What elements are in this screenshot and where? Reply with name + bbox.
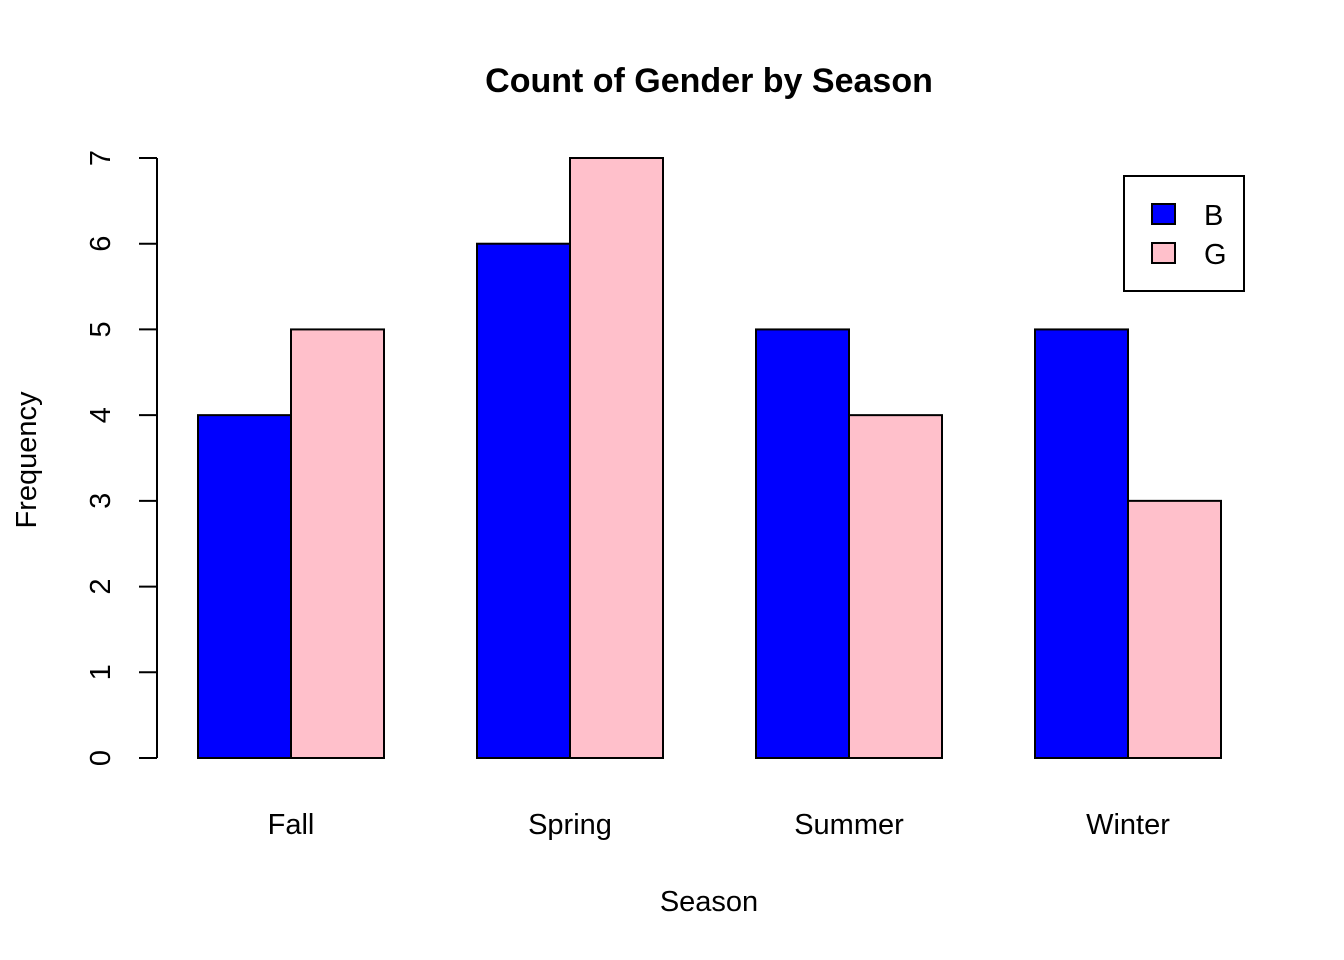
legend-swatch-b xyxy=(1151,203,1176,225)
legend-label-g: G xyxy=(1204,239,1227,271)
legend-box xyxy=(1123,175,1245,292)
y-axis-label: Frequency xyxy=(11,391,43,529)
x-axis-tick-labels: Fall Spring Summer Winter xyxy=(268,809,1171,841)
legend-swatch-g xyxy=(1151,242,1176,264)
x-tick-label: Spring xyxy=(528,809,612,841)
legend-label-b: B xyxy=(1204,200,1223,232)
bar-spring-b xyxy=(476,242,571,759)
legend: BG xyxy=(1123,175,1245,292)
bar-spring-g xyxy=(569,157,664,759)
bar-fall-b xyxy=(197,414,292,759)
x-axis-label: Season xyxy=(660,886,758,918)
bar-summer-b xyxy=(755,328,850,759)
bars-group xyxy=(197,157,1222,759)
y-tick-label: 6 xyxy=(85,236,117,252)
bar-summer-g xyxy=(848,414,943,759)
y-tick-label: 5 xyxy=(85,321,117,337)
y-tick-label: 7 xyxy=(85,150,117,166)
bar-fall-g xyxy=(290,328,385,759)
y-tick-label: 1 xyxy=(85,664,117,680)
x-tick-label: Fall xyxy=(268,809,315,841)
x-tick-label: Winter xyxy=(1086,809,1170,841)
y-tick-label: 4 xyxy=(85,407,117,423)
x-tick-label: Summer xyxy=(794,809,904,841)
chart-title: Count of Gender by Season xyxy=(485,62,933,100)
bar-winter-b xyxy=(1034,328,1129,759)
y-axis-ticks: 0 1 2 3 4 5 6 7 xyxy=(85,150,157,766)
y-tick-label: 3 xyxy=(85,493,117,509)
y-tick-label: 0 xyxy=(85,750,117,766)
bar-winter-g xyxy=(1127,499,1222,759)
y-tick-label: 2 xyxy=(85,579,117,595)
